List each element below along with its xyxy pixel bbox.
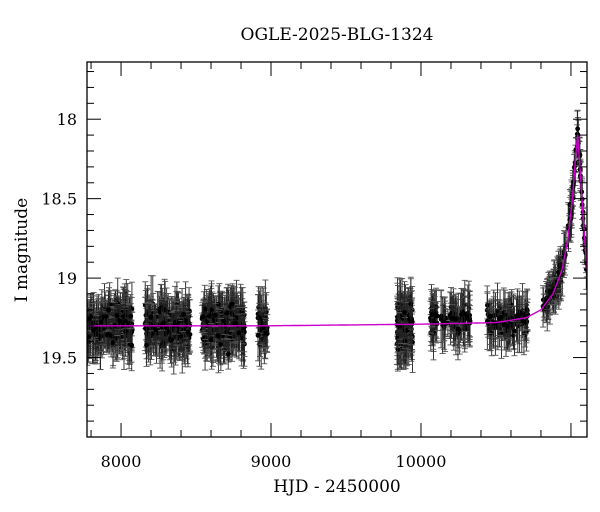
y-tick-label: 19: [57, 269, 77, 288]
plot-area: [87, 109, 587, 375]
axis-ticks: 8000 9000 10000 18 18.5 19 19.5: [41, 62, 587, 471]
y-tick-label: 19.5: [41, 349, 77, 368]
chart-title: OGLE-2025-BLG-1324: [241, 25, 434, 45]
data-points: [87, 109, 587, 375]
x-tick-label: 9000: [251, 452, 292, 471]
model-curve: [87, 135, 587, 327]
y-tick-label: 18.5: [41, 190, 77, 209]
x-axis-label: HJD - 2450000: [273, 477, 401, 497]
x-tick-label: 10000: [396, 452, 447, 471]
x-tick-label: 8000: [101, 452, 142, 471]
y-tick-label: 18: [57, 110, 77, 129]
y-axis-label: I magnitude: [12, 198, 32, 302]
plot-frame: [86, 61, 588, 438]
